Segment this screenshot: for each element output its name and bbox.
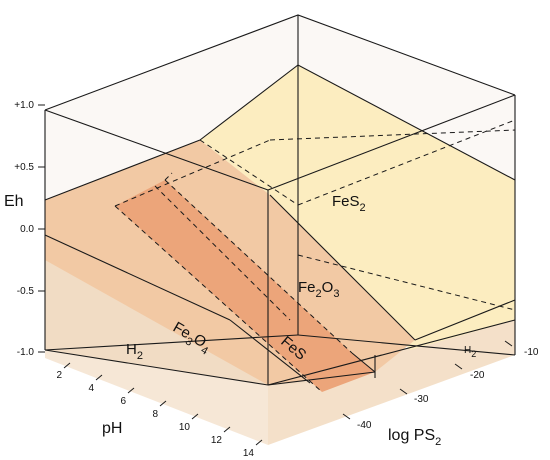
ph-tick-label: 8 (152, 409, 158, 420)
ph-tick-label: 2 (56, 370, 62, 381)
eh-tick-label: -0.5 (17, 286, 35, 297)
logps2-tick-label: -10 (524, 347, 539, 358)
ph-tick-label: 4 (88, 383, 94, 394)
eh-tick-label: +1.0 (14, 100, 34, 111)
ph-tick-label: 10 (179, 422, 191, 433)
h2-label-right: H2 (464, 345, 476, 359)
h2-label-front: H2 (126, 341, 143, 362)
fes2-label: FeS2 (332, 193, 366, 214)
floor-face-right (268, 320, 515, 445)
logps2-tick-label: -20 (470, 370, 485, 381)
eh-axis: +1.0 +0.5 0.0 -0.5 -1.0 Eh (4, 100, 45, 358)
logps2-tick-label: -30 (414, 394, 429, 405)
box-frame (44, 14, 516, 386)
eh-tick-label: +0.5 (14, 162, 34, 173)
floor-face-left (45, 350, 268, 445)
ph-tick-label: 6 (120, 396, 126, 407)
eh-tick-label: -1.0 (17, 347, 35, 358)
eh-tick-label: 0.0 (20, 224, 34, 235)
fe3o4-label: Fe3O4 (168, 319, 214, 358)
phase-boundaries (44, 64, 516, 386)
hidden-boundaries (114, 119, 516, 393)
logps2-axis-title: log PS2 (388, 427, 441, 448)
eh-axis-title: Eh (4, 193, 24, 210)
ph-tick-label: 12 (211, 435, 223, 446)
logps2-tick-label: -40 (357, 420, 372, 431)
ph-axis: 2 4 6 8 10 12 14 pH (56, 362, 263, 459)
fes2-field (200, 65, 515, 350)
fe2o3-label: Fe2O3 (298, 279, 339, 300)
ph-tick-label: 14 (243, 448, 255, 459)
fes-field (115, 180, 375, 392)
ph-axis-title: pH (102, 420, 122, 437)
logps2-axis: -10 -20 -30 -40 log PS2 (342, 340, 539, 448)
